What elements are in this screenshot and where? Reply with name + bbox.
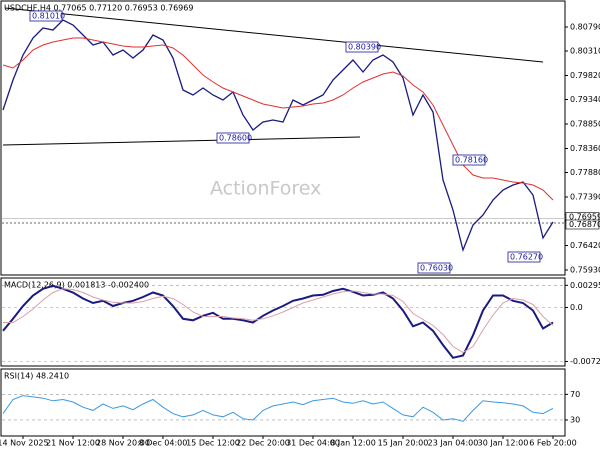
series-line xyxy=(2,37,554,201)
price-label: 0.76870 xyxy=(569,220,600,229)
annotation-label: 0.76030 xyxy=(420,264,453,273)
annotation-box xyxy=(345,41,379,53)
annotation-box xyxy=(216,132,250,144)
annotation-box xyxy=(507,251,541,263)
y-tick-label: 0.77880 xyxy=(570,168,600,177)
annotation-label: 0.78160 xyxy=(455,156,488,165)
y-tick-label: -0.0072 xyxy=(570,357,600,366)
annotation-label: 0.78600 xyxy=(219,134,252,143)
x-tick-label: 21 Nov 12:00 xyxy=(46,439,100,448)
series-line xyxy=(2,19,554,253)
annotation-label: 0.80390 xyxy=(348,43,381,52)
rsi-title: RSI(14) 48.2410 xyxy=(4,372,69,381)
y-tick-label: 0.78360 xyxy=(570,144,600,153)
series-line xyxy=(2,284,554,359)
annotation-label: 0.76270 xyxy=(510,253,543,262)
y-tick-label: 0.76420 xyxy=(570,241,600,250)
price-panel xyxy=(0,0,566,276)
price-label: 0.76959 xyxy=(569,213,600,222)
series-line xyxy=(2,395,554,422)
y-tick-label: 0.80310 xyxy=(570,47,600,56)
y-tick-label: 70 xyxy=(570,390,580,399)
x-tick-label: 14 Nov 2025 xyxy=(0,439,49,448)
y-tick-label: 0.79340 xyxy=(570,95,600,104)
macd-title: MACD(12,26,9) 0.001813 -0.002400 xyxy=(4,281,149,290)
y-tick-label: 0.75930 xyxy=(570,266,600,275)
y-tick-label: 0.77390 xyxy=(570,193,600,202)
x-tick-label: 30 Jan 12:00 xyxy=(478,439,529,448)
y-tick-label: 0.0 xyxy=(570,303,583,312)
chart-title: USDCHF,H4 0.77065 0.77120 0.76953 0.7696… xyxy=(4,4,193,13)
annotation-box xyxy=(452,154,486,166)
y-tick-label: 30 xyxy=(570,415,580,424)
annotation-box xyxy=(29,10,63,22)
y-tick-label: 0.80790 xyxy=(570,23,600,32)
trendline xyxy=(4,7,544,63)
annotation-label: 0.81010 xyxy=(32,12,65,21)
macd-panel xyxy=(0,277,566,367)
x-tick-label: 6 Feb 20:00 xyxy=(529,439,576,448)
x-tick-label: 23 Jan 04:00 xyxy=(428,439,479,448)
x-tick-label: 22 Dec 20:00 xyxy=(236,439,290,448)
x-tick-label: 15 Jan 20:00 xyxy=(378,439,429,448)
y-tick-label: 0.78850 xyxy=(570,120,600,129)
watermark: ActionForex xyxy=(210,178,321,200)
rsi-panel xyxy=(0,368,566,437)
x-tick-label: 8 Jan 12:00 xyxy=(330,439,376,448)
x-tick-label: 31 Dec 04:00 xyxy=(286,439,340,448)
series-line xyxy=(3,288,554,354)
x-tick-label: 8 Dec 04:00 xyxy=(139,439,188,448)
x-tick-label: 15 Dec 12:00 xyxy=(186,439,240,448)
x-tick-label: 28 Nov 20:00 xyxy=(96,439,150,448)
trendline xyxy=(2,136,361,146)
price-box xyxy=(565,219,600,230)
y-tick-label: 0.002957 xyxy=(570,281,600,290)
y-tick-label: 0.79820 xyxy=(570,71,600,80)
annotation-box xyxy=(417,262,451,274)
